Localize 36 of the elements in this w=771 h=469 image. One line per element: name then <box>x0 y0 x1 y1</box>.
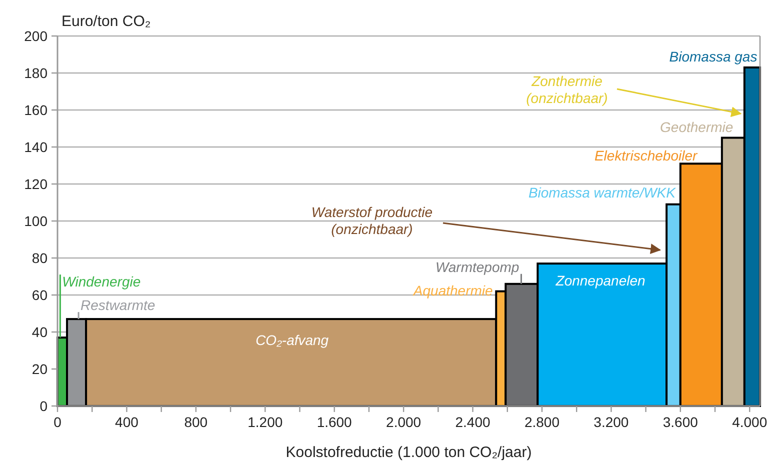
x-tick-label: 1.600 <box>316 414 352 430</box>
x-tick-label: 3.200 <box>594 414 629 430</box>
annotation: Aquathermie <box>412 282 494 298</box>
y-tick-label: 180 <box>24 64 48 81</box>
annotation: Windenergie <box>62 274 141 290</box>
x-tick-label: 0 <box>54 414 62 430</box>
annotation: Warmtepomp <box>435 258 520 275</box>
y-tick-label: 20 <box>32 360 48 377</box>
annotation: Zonthermie (onzichtbaar) <box>526 73 608 106</box>
y-tick-label: 120 <box>24 176 48 192</box>
y-tick-label: 140 <box>24 138 48 155</box>
annotation: Waterstof productie (onzichtbaar) <box>311 204 433 237</box>
x-tick-label: 800 <box>184 414 208 430</box>
annotation: Biomassa warmte/WKK <box>528 184 676 200</box>
x-tick-label: 400 <box>115 414 139 430</box>
x-tick-label: 4.000 <box>732 414 768 430</box>
annotation: CO₂-afvang <box>256 332 329 348</box>
annotation: Restwarmte <box>80 297 156 314</box>
y-tick-label: 100 <box>24 212 48 229</box>
y-tick-label: 80 <box>32 250 48 266</box>
y-axis-title: Euro/ton CO₂ <box>62 13 151 30</box>
y-tick-label: 200 <box>24 28 48 44</box>
x-tick-label: 3.600 <box>662 414 698 430</box>
annotation: Geothermie <box>660 118 734 135</box>
x-tick-label: 1.200 <box>248 414 283 430</box>
x-tick-label: 2.400 <box>455 414 490 430</box>
y-tick-label: 40 <box>32 324 48 340</box>
annotation: Biomassa gas <box>669 48 758 64</box>
annotation: Zonnepanelen <box>554 272 646 289</box>
x-tick-label: 2.800 <box>524 414 560 430</box>
y-tick-label: 160 <box>24 102 48 118</box>
y-tick-label: 60 <box>32 286 48 303</box>
x-tick-label: 2.000 <box>386 414 422 430</box>
annotation: Elektrischeboiler <box>594 148 698 164</box>
y-tick-label: 0 <box>40 398 48 414</box>
x-axis-title: Koolstofreductie (1.000 ton CO₂/jaar) <box>286 444 532 461</box>
